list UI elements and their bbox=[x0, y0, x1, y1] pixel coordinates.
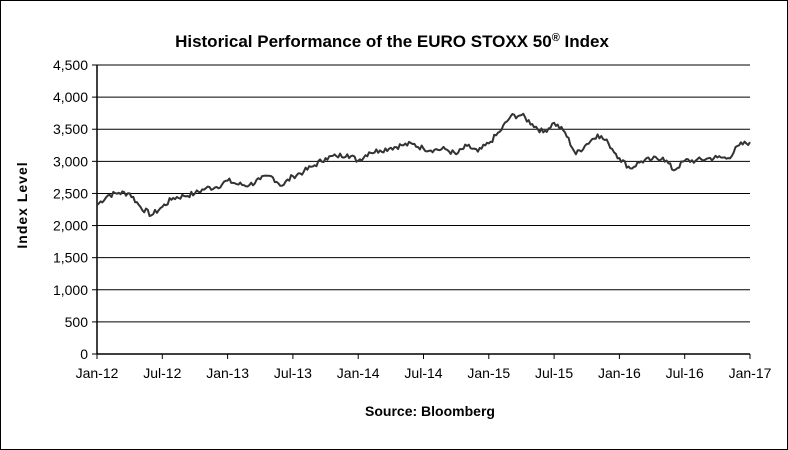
series-group bbox=[96, 112, 751, 218]
source-note: Source: Bloomberg bbox=[365, 403, 495, 419]
x-tick-labels: Jan-12 Jul-12 Jan-13 Jul-13 Jan-14 Jul-14 Jan-… bbox=[76, 365, 772, 381]
x-tick-label: Jan-17 bbox=[729, 365, 772, 381]
x-tick-label: Jan-15 bbox=[467, 365, 510, 381]
x-tick-label: Jan-14 bbox=[337, 365, 380, 381]
chart-title: Historical Performance of the EURO STOXX… bbox=[175, 32, 609, 51]
y-tick-label: 2,000 bbox=[53, 218, 88, 234]
x-tick-label: Jul-12 bbox=[143, 365, 181, 381]
y-tick-label: 0 bbox=[80, 346, 88, 362]
y-tick-label: 2,500 bbox=[53, 185, 88, 201]
y-tick-label: 4,500 bbox=[53, 57, 88, 73]
y-tick-labels: 0 500 1,000 1,500 2,000 2,500 3,000 3,500 4,000 4… bbox=[53, 57, 88, 362]
x-tick-label: Jul-14 bbox=[404, 365, 442, 381]
x-tick-label: Jan-16 bbox=[598, 365, 641, 381]
x-tick-label: Jul-15 bbox=[535, 365, 573, 381]
x-tick-label: Jan-13 bbox=[206, 365, 249, 381]
axes bbox=[92, 64, 751, 359]
y-tick-label: 1,500 bbox=[53, 250, 88, 266]
y-tick-label: 3,500 bbox=[53, 121, 88, 137]
y-tick-label: 3,000 bbox=[53, 153, 88, 169]
y-axis-title: Index Level bbox=[14, 161, 30, 248]
series-line bbox=[96, 112, 751, 218]
x-tick-label: Jan-12 bbox=[76, 365, 119, 381]
y-tick-label: 4,000 bbox=[53, 89, 88, 105]
x-tick-label: Jul-13 bbox=[274, 365, 312, 381]
x-tick-label: Jul-16 bbox=[666, 365, 704, 381]
y-tick-label: 500 bbox=[65, 314, 89, 330]
y-tick-label: 1,000 bbox=[53, 282, 88, 298]
